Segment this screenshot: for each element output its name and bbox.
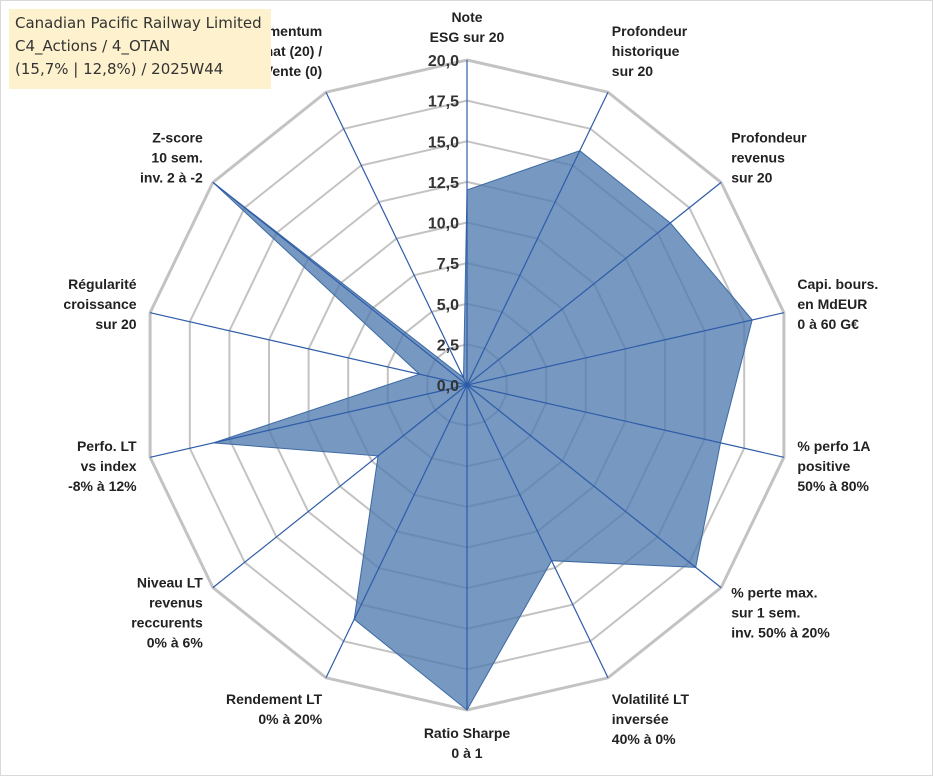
axis-label-2: sur 20	[731, 169, 772, 185]
axis-spoke-10	[149, 384, 468, 458]
axis-label-2: Profondeur	[731, 129, 807, 145]
axis-label-9: 0% à 6%	[147, 635, 204, 651]
chart-stats: (15,7% | 12,8%) / 2025W44	[15, 60, 224, 78]
axis-label-12: 10 sem.	[151, 149, 202, 165]
axis-label-8: 0% à 20%	[258, 711, 322, 727]
axis-label-0: ESG sur 20	[430, 29, 505, 45]
axis-label-10: vs index	[81, 458, 137, 474]
chart-title: Canadian Pacific Railway Limited	[15, 14, 262, 32]
axis-label-12: Z-score	[152, 129, 203, 145]
axis-label-1: sur 20	[612, 63, 653, 79]
axis-spoke-12	[212, 181, 468, 386]
tick-label: 2,5	[437, 337, 459, 354]
axis-label-12: inv. 2 à -2	[140, 169, 203, 185]
axis-label-7: 0 à 1	[451, 745, 482, 761]
axis-label-7: Ratio Sharpe	[424, 725, 511, 741]
axis-spoke-9	[212, 384, 468, 589]
axis-label-1: Profondeur	[612, 23, 688, 39]
axis-label-5: sur 1 sem.	[731, 605, 800, 621]
axis-spoke-11	[149, 312, 468, 386]
axis-spoke-2	[466, 181, 722, 386]
axis-label-0: Note	[451, 9, 482, 25]
axis-label-8: Rendement LT	[226, 691, 323, 707]
axis-label-3: en MdEUR	[797, 296, 867, 312]
tick-label: 5,0	[437, 297, 459, 314]
axis-label-2: revenus	[731, 149, 785, 165]
axis-label-5: % perte max.	[731, 585, 817, 601]
axis-spoke-8	[325, 384, 468, 679]
axis-label-1: historique	[612, 43, 680, 59]
tick-label: 12,5	[428, 175, 459, 192]
axis-label-10: -8% à 12%	[68, 478, 137, 494]
tick-label: 7,5	[437, 256, 459, 273]
axis-label-6: inversée	[612, 711, 669, 727]
axis-spoke-5	[466, 384, 722, 589]
axis-label-5: inv. 50% à 20%	[731, 625, 830, 641]
tick-label: 20,0	[428, 53, 459, 70]
axis-spoke-4	[466, 384, 785, 458]
chart-category: C4_Actions / 4_OTAN	[15, 37, 171, 55]
axis-spoke-3	[466, 312, 785, 386]
tick-label: 15,0	[428, 134, 459, 151]
axis-label-10: Perfo. LT	[77, 438, 137, 454]
tick-label: 10,0	[428, 216, 459, 233]
axis-label-11: Régularité	[68, 276, 137, 292]
axis-label-6: Volatilité LT	[612, 691, 690, 707]
axis-label-9: reccurents	[131, 615, 203, 631]
axis-label-13: Vente (0)	[264, 63, 322, 79]
axis-label-11: sur 20	[95, 316, 136, 332]
axis-label-6: 40% à 0%	[612, 731, 676, 747]
axis-label-3: 0 à 60 G€	[797, 316, 859, 332]
axis-label-11: croissance	[63, 296, 136, 312]
axis-label-4: positive	[797, 458, 850, 474]
axis-label-3: Capi. bours.	[797, 276, 878, 292]
tick-label: 0,0	[437, 378, 459, 395]
chart-title-box: Canadian Pacific Railway Limited C4_Acti…	[9, 9, 271, 89]
axis-spoke-1	[466, 91, 609, 386]
axis-label-4: 50% à 80%	[797, 478, 869, 494]
axis-spoke-6	[466, 384, 609, 679]
axis-label-4: % perfo 1A	[797, 438, 870, 454]
axis-label-9: revenus	[149, 595, 203, 611]
axis-spoke-13	[325, 91, 468, 386]
axis-label-9: Niveau LT	[137, 575, 203, 591]
tick-label: 17,5	[428, 94, 459, 111]
